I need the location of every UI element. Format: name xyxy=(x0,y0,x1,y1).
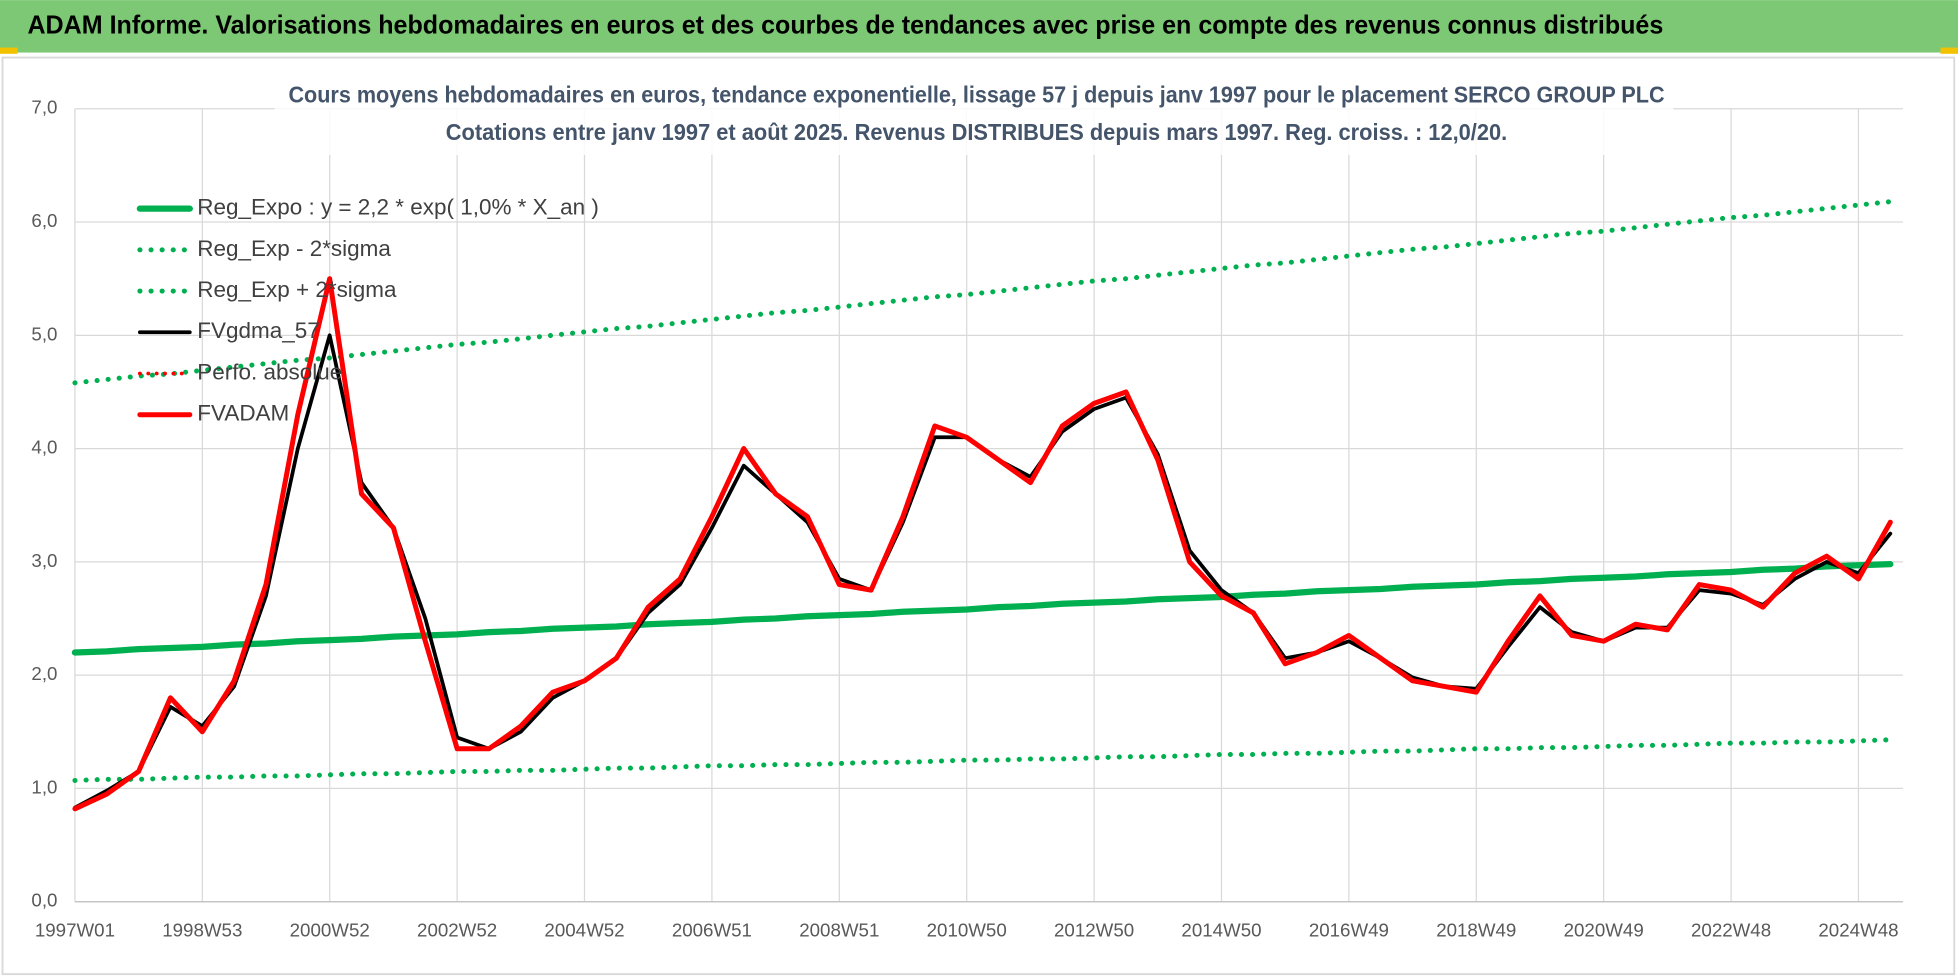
x-tick-label: 2014W50 xyxy=(1181,920,1261,941)
x-tick-label: 2008W51 xyxy=(799,920,879,941)
x-tick-label: 2004W52 xyxy=(544,920,624,941)
y-tick-label: 3,0 xyxy=(31,550,57,571)
x-tick-label: 2018W49 xyxy=(1436,920,1516,941)
legend-label: Reg_Exp - 2*sigma xyxy=(197,236,391,261)
y-tick-label: 6,0 xyxy=(31,210,57,231)
series-line xyxy=(72,737,1893,783)
legend-label: FVgdma_57 xyxy=(197,318,319,343)
x-tick-label: 2002W52 xyxy=(417,920,497,941)
x-tick-label: 2016W49 xyxy=(1309,920,1389,941)
x-tick-label: 2024W48 xyxy=(1818,920,1898,941)
chart-frame xyxy=(1,56,1956,976)
header-title: ADAM Informe. Valorisations hebdomadaire… xyxy=(27,9,1663,39)
x-tick-label: 2012W50 xyxy=(1054,920,1134,941)
chart-subtitle: Cotations entre janv 1997 et août 2025. … xyxy=(446,119,1507,145)
x-tick-label: 2020W49 xyxy=(1564,920,1644,941)
x-tick-label: 1997W01 xyxy=(35,920,115,941)
corner-accent xyxy=(0,47,18,54)
title-backdrop xyxy=(274,77,1674,155)
legend: Reg_Expo : y = 2,2 * exp( 1,0% * X_an ) R… xyxy=(136,195,599,426)
y-tick-label: 0,0 xyxy=(31,890,57,911)
series-line xyxy=(71,561,1894,656)
series-line xyxy=(72,199,1893,386)
x-tick-label: 2022W48 xyxy=(1691,920,1771,941)
x-tick-label: 2000W52 xyxy=(290,920,370,941)
plot xyxy=(71,199,1894,812)
header-bar xyxy=(0,0,1958,53)
series-line xyxy=(72,276,1893,812)
corner-accent xyxy=(1940,47,1958,54)
y-tick-label: 4,0 xyxy=(31,437,57,458)
x-tick-label: 1998W53 xyxy=(162,920,242,941)
legend-label: FVADAM xyxy=(197,401,289,426)
legend-label: Reg_Expo : y = 2,2 * exp( 1,0% * X_an ) xyxy=(197,195,599,220)
legend-label: Perfo. absolue xyxy=(197,359,342,384)
x-tick-label: 2006W51 xyxy=(672,920,752,941)
legend-label: Reg_Exp + 2*sigma xyxy=(197,277,397,302)
chart-title: Cours moyens hebdomadaires en euros, ten… xyxy=(288,81,1664,107)
y-tick-label: 1,0 xyxy=(31,776,57,797)
y-tick-label: 5,0 xyxy=(31,323,57,344)
y-tick-label: 7,0 xyxy=(31,97,57,118)
grid: 0,0 1,0 2,0 3,0 4,0 5,0 6,0 7,0 1997W01 1998W53 20… xyxy=(31,97,1904,941)
x-tick-label: 2010W50 xyxy=(927,920,1007,941)
y-tick-label: 2,0 xyxy=(31,663,57,684)
